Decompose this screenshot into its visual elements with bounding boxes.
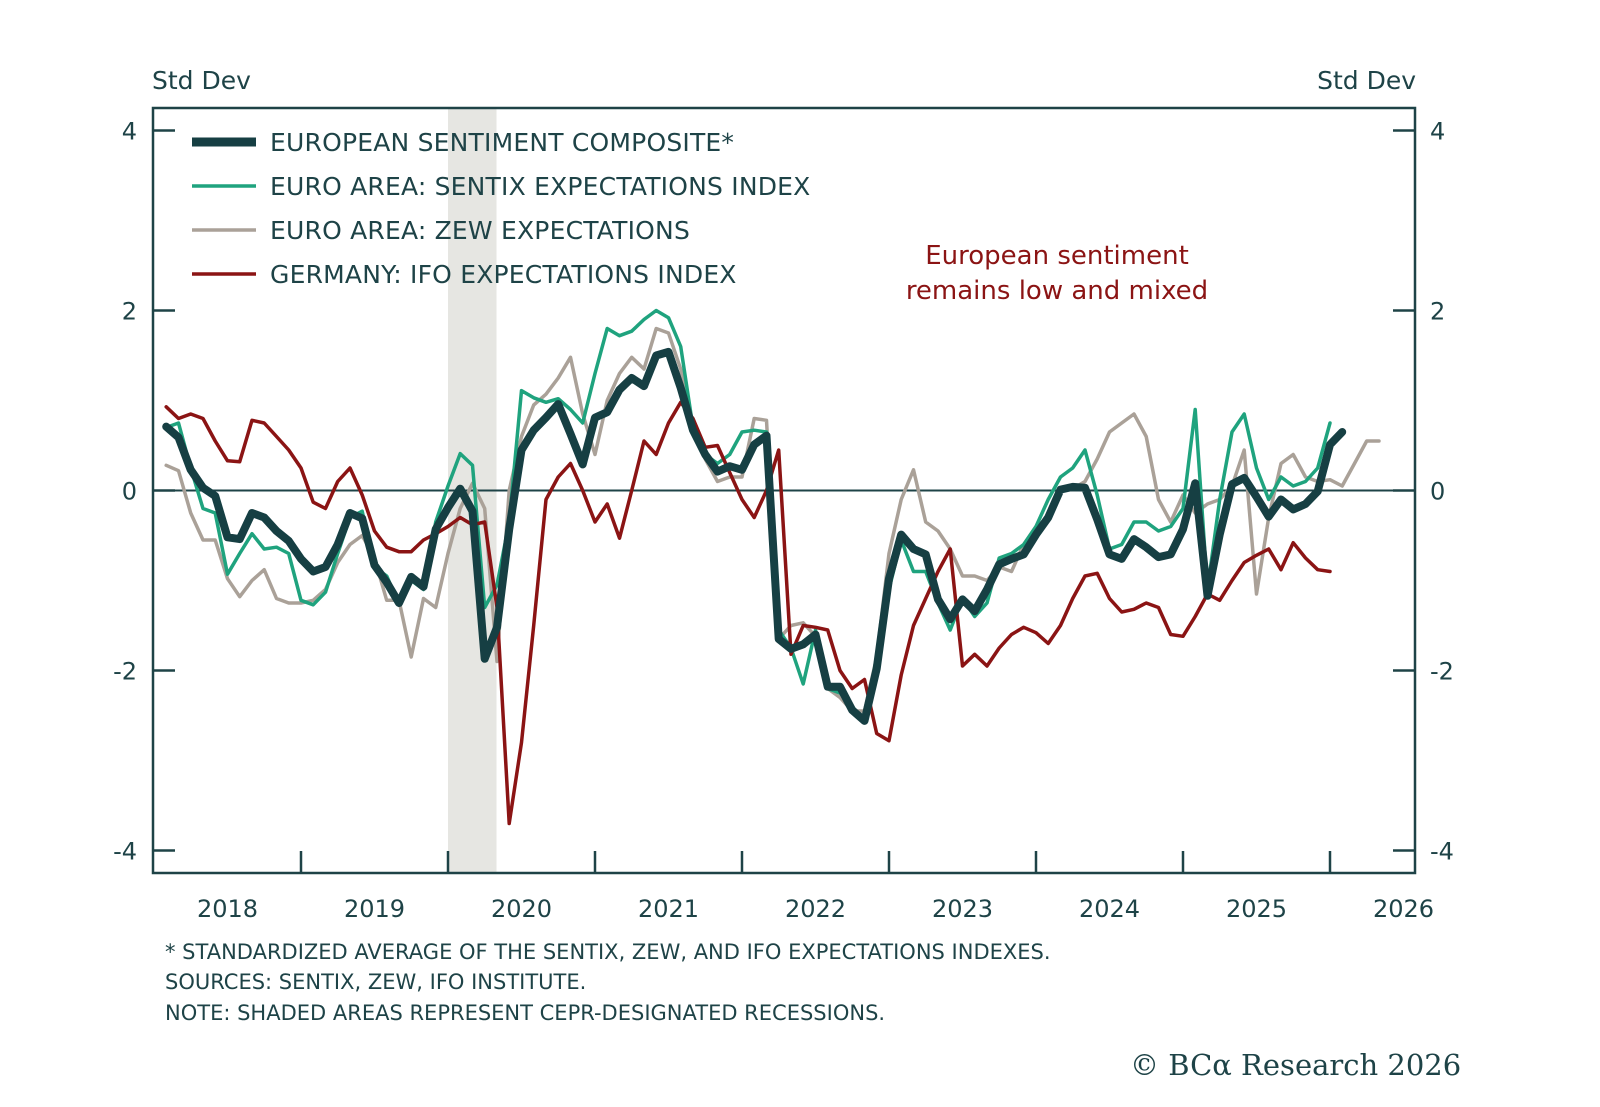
x-tick-label: 2021 xyxy=(638,895,699,923)
copyright-credit: © BCα Research 2026 xyxy=(1130,1048,1462,1082)
x-tick-label: 2026 xyxy=(1373,895,1434,923)
legend-label-sentix: EURO AREA: SENTIX EXPECTATIONS INDEX xyxy=(270,172,811,201)
x-tick-label: 2019 xyxy=(344,895,405,923)
legend-item-zew: EURO AREA: ZEW EXPECTATIONS xyxy=(192,216,690,245)
legend-label-composite: EUROPEAN SENTIMENT COMPOSITE* xyxy=(270,128,734,157)
x-ticks: 2018 2019 2020 2021 2022 2023 2024 2025 2026 xyxy=(197,851,1434,923)
legend-item-composite: EUROPEAN SENTIMENT COMPOSITE* xyxy=(192,128,734,157)
y-tick-label-right: 4 xyxy=(1430,118,1445,146)
x-tick-label: 2025 xyxy=(1226,895,1287,923)
series-line-ifo xyxy=(164,400,1332,826)
y-tick-label-left: 2 xyxy=(122,298,137,326)
annotation-line-1: European sentiment xyxy=(925,241,1189,271)
footnote-note: NOTE: SHADED AREAS REPRESENT CEPR-DESIGN… xyxy=(165,1001,886,1025)
legend-item-sentix: EURO AREA: SENTIX EXPECTATIONS INDEX xyxy=(192,172,811,201)
x-tick-label: 2024 xyxy=(1079,895,1140,923)
x-tick-label: 2023 xyxy=(932,895,993,923)
y-axis-title-right: Std Dev xyxy=(1317,66,1416,95)
legend-label-ifo: GERMANY: IFO EXPECTATIONS INDEX xyxy=(270,260,737,289)
annotation-line-2: remains low and mixed xyxy=(906,276,1208,306)
y-tick-label-left: -2 xyxy=(113,658,137,686)
legend: EUROPEAN SENTIMENT COMPOSITE* EURO AREA:… xyxy=(192,128,811,289)
y-tick-label-left: 0 xyxy=(122,478,137,506)
y-tick-label-right: -2 xyxy=(1430,658,1454,686)
y-tick-label-left: -4 xyxy=(113,838,137,866)
footnote-sources: SOURCES: SENTIX, ZEW, IFO INSTITUTE. xyxy=(165,970,587,994)
series-line-composite xyxy=(162,347,1347,725)
y-ticks: 4 4 2 2 0 0 -2 -2 -4 -4 xyxy=(113,118,1454,866)
x-tick-label: 2020 xyxy=(491,895,552,923)
annotation: European sentiment remains low and mixed xyxy=(906,241,1208,306)
y-axis-title-left: Std Dev xyxy=(152,66,251,95)
y-tick-label-right: 0 xyxy=(1430,478,1445,506)
y-tick-label-left: 4 xyxy=(122,118,137,146)
y-tick-label-right: -4 xyxy=(1430,838,1454,866)
y-tick-label-right: 2 xyxy=(1430,298,1445,326)
series-line-sentix xyxy=(164,308,1332,722)
x-tick-label: 2018 xyxy=(197,895,258,923)
series-layer xyxy=(162,308,1381,826)
footnote-definition: * STANDARDIZED AVERAGE OF THE SENTIX, ZE… xyxy=(165,940,1051,964)
legend-label-zew: EURO AREA: ZEW EXPECTATIONS xyxy=(270,216,690,245)
x-tick-label: 2022 xyxy=(785,895,846,923)
legend-item-ifo: GERMANY: IFO EXPECTATIONS INDEX xyxy=(192,260,737,289)
